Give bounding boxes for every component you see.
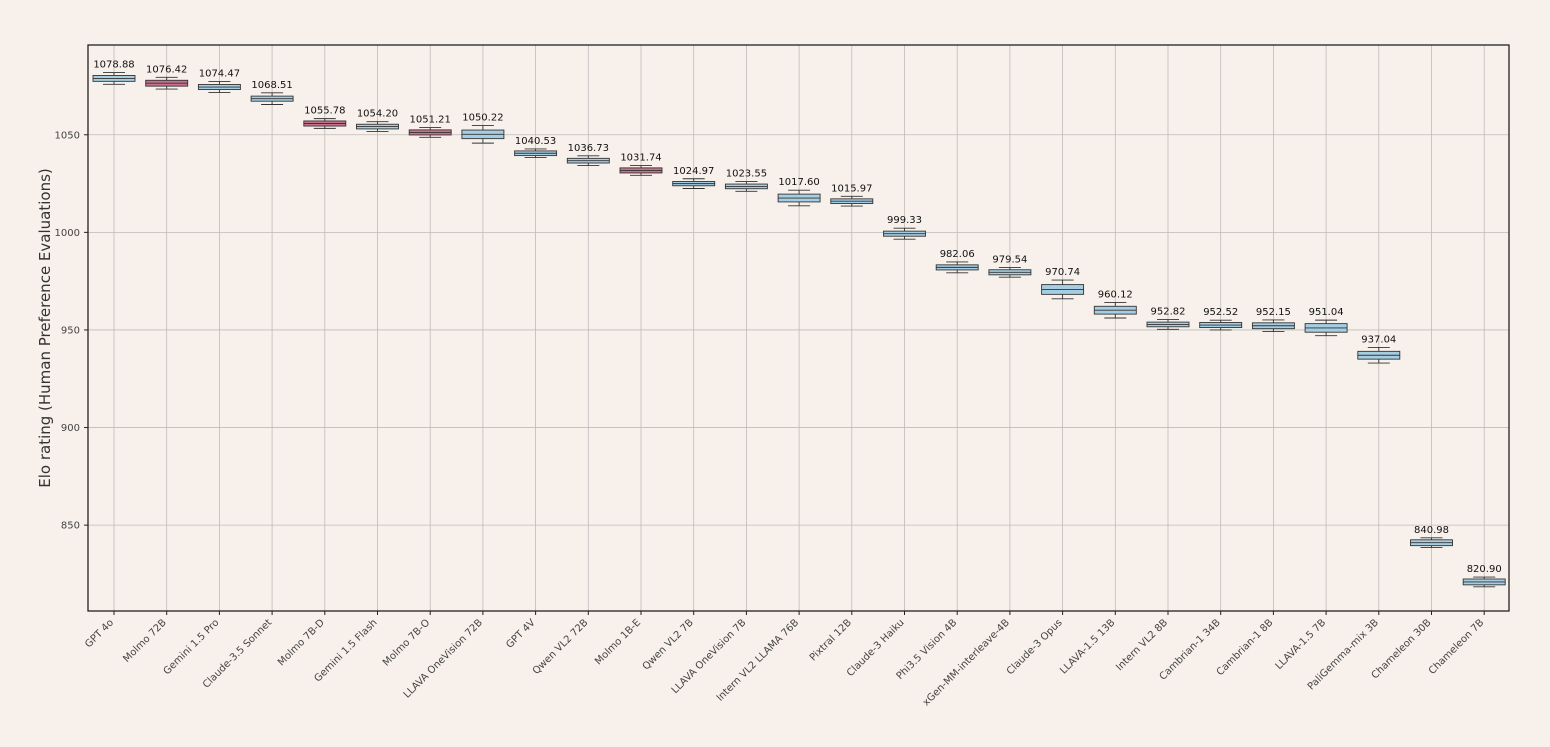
box-plot-claude-3-5-sonnet	[250, 92, 294, 105]
box-plot-qwen-vl2-72b	[566, 155, 610, 167]
box-plot-claude-3-haiku	[883, 227, 926, 240]
value-label: 820.90	[1467, 564, 1502, 575]
box-plot-molmo-7b-d	[303, 118, 347, 129]
box-plot-paligemma-mix-3b	[1357, 346, 1401, 364]
value-label: 952.15	[1256, 307, 1291, 318]
value-label: 1051.21	[410, 115, 451, 126]
box-plot-molmo-7b-o	[408, 127, 452, 138]
box-plot-cambrian-1-8b	[1251, 319, 1295, 333]
value-label: 1055.78	[304, 106, 345, 117]
value-label: 982.06	[940, 249, 975, 260]
value-label: 979.54	[992, 254, 1027, 265]
box-plot-gpt-4o	[92, 72, 136, 85]
box-plot-llava-1-5-7b	[1304, 319, 1348, 337]
box-plot-molmo-72b	[145, 76, 189, 90]
y-axis-title: Elo rating (Human Preference Evaluations…	[36, 168, 54, 488]
box-plot-llava-onevision-72b	[461, 125, 505, 144]
data-labels: 1078.88 1076.42 1074.47 1068.51 1055.78 1054.…	[93, 60, 1501, 575]
box-plot-xgen-mm-interleave-4b	[988, 266, 1032, 278]
y-tick-label: 900	[61, 423, 80, 434]
value-label: 1074.47	[199, 69, 240, 80]
box-plot-gemini-1-5-flash	[356, 121, 399, 132]
box-plot-pixtral-12b	[830, 195, 874, 207]
value-label: 1050.22	[462, 113, 503, 124]
value-label: 952.82	[1151, 307, 1186, 318]
value-label: 970.74	[1045, 267, 1080, 278]
box-plot-gpt-4v	[514, 148, 558, 159]
y-tick-label: 850	[61, 521, 80, 532]
value-label: 1068.51	[251, 80, 292, 91]
box-plot-intern-vl2-llama-76b	[777, 189, 821, 207]
value-label: 952.52	[1203, 307, 1238, 318]
box-plot-phi3-5-vision-4b	[935, 261, 979, 274]
plot-frame	[87, 44, 1510, 612]
box-plot-intern-vl2-8b	[1146, 319, 1190, 330]
y-tick-label: 950	[61, 325, 80, 336]
box-plot-cambrian-1-34b	[1199, 319, 1243, 331]
value-label: 1040.53	[515, 136, 556, 147]
box-series	[92, 72, 1506, 588]
box-plot-llava-onevision-7b	[724, 181, 768, 192]
box-plot-gemini-1-5-pro	[197, 81, 241, 93]
box-plot-chameleon-30b	[1410, 537, 1453, 549]
y-tick-label: 1000	[55, 228, 80, 239]
y-tick-labels: 850 900 950 1000 1050	[55, 130, 88, 532]
value-label: 951.04	[1309, 307, 1344, 318]
y-tick-label: 1050	[55, 130, 80, 141]
value-label: 1076.42	[146, 64, 187, 75]
value-label: 1024.97	[673, 166, 714, 177]
value-label: 999.33	[887, 215, 922, 226]
value-label: 840.98	[1414, 525, 1449, 536]
value-label: 937.04	[1361, 334, 1396, 345]
value-label: 1023.55	[726, 169, 767, 180]
value-label: 960.12	[1098, 289, 1133, 300]
value-label: 1078.88	[93, 60, 134, 71]
box-plot-claude-3-opus	[1041, 279, 1085, 300]
value-label: 1017.60	[778, 177, 819, 188]
box-plot-llava-1-5-13b	[1093, 301, 1137, 319]
box-plot-molmo-1b-e	[619, 165, 663, 176]
value-label: 1054.20	[357, 109, 398, 120]
value-label: 1031.74	[620, 153, 661, 164]
value-label: 1036.73	[568, 143, 609, 154]
box-plot-chameleon-7b	[1462, 576, 1506, 588]
value-label: 1015.97	[831, 183, 872, 194]
box-plot-qwen-vl2-7b	[672, 178, 716, 189]
